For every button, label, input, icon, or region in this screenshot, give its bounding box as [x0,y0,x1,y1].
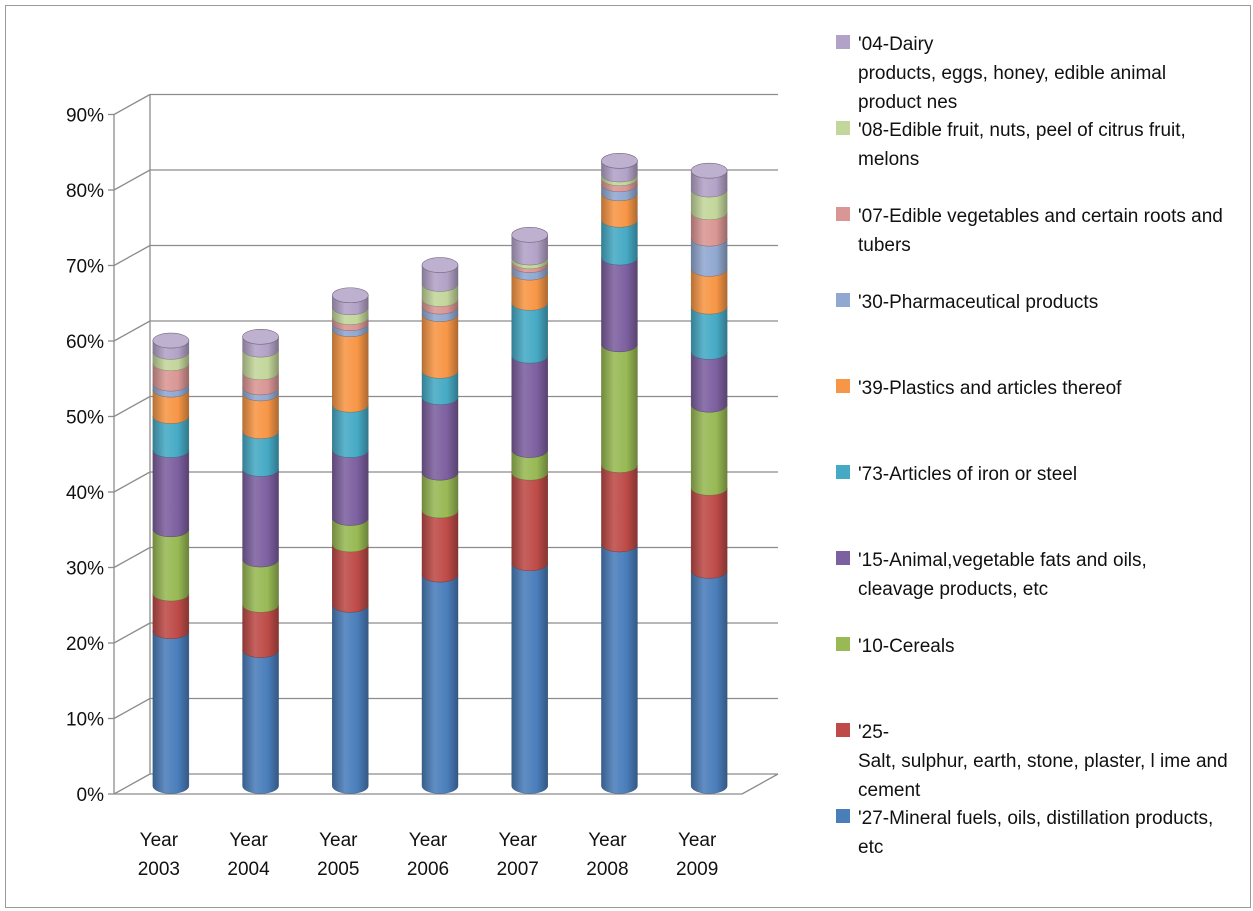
legend-swatch [836,379,850,393]
bar-segment [601,257,638,353]
legend-label: '27-Mineral fuels, oils, distillation pr… [858,808,1219,858]
bar-top-cap [601,153,638,169]
y-tick-label: 70% [66,257,104,278]
legend-swatch [836,809,850,823]
bar-segment [242,468,279,568]
bar-segment [690,487,728,579]
gridline-depth [113,546,151,569]
legend-label: '73-Articles of iron or steel [858,464,1078,485]
x-tick-label: Year 2009 [676,830,718,880]
gridline-depth [113,395,151,418]
bar-top-cap [511,227,549,243]
bar-stack [601,153,638,794]
gridline-depth [113,622,151,644]
bar-stack [152,332,190,794]
y-tick-label: 20% [66,634,104,655]
legend-swatch [836,551,850,565]
bar-stack [331,287,369,794]
legend-label: '39-Plastics and articles thereof [858,378,1122,399]
legend-label: '07-Edible vegetables and certain roots … [858,206,1229,256]
legend-swatch [836,35,850,49]
legend-swatch [836,465,850,479]
bar-segment [332,404,369,458]
bars [152,153,728,794]
bar-segment [332,604,369,794]
bar-segment [242,604,279,658]
bar-stack [690,162,728,794]
y-tick-label: 50% [66,408,104,429]
bar-segment [511,472,548,571]
bar-segment [332,544,369,613]
bar-segment [332,450,369,526]
y-tick-label: 10% [66,710,104,731]
y-tick-label: 60% [66,332,104,353]
legend-label: '15-Animal,vegetable fats and oils, clea… [858,550,1153,600]
bar-segment [421,510,459,583]
legend-swatch [836,723,850,737]
bar-top-cap [242,328,279,345]
floor-edge [741,773,779,795]
legend-swatch [836,121,850,135]
bar-segment [511,302,548,364]
chart-frame: 0% 10% 20% 30% 40% 50% 60% 70% 80% 90% Year 2003 Yea… [5,5,1251,908]
bar-segment [152,450,190,537]
gridline-depth [113,697,151,720]
bar-segment [332,329,369,413]
gridline-depth [113,471,151,493]
gridline-depth [113,320,151,342]
bar-segment [152,529,190,602]
tick-labels: 0% 10% 20% 30% 40% 50% 60% 70% 80% 90% Year 2003 Yea… [66,106,718,881]
bar-segment [690,306,728,360]
bar-segment [690,570,728,794]
y-tick-label: 90% [66,106,104,127]
gridline-depth [113,93,151,116]
x-tick-label: Year 2004 [227,830,270,880]
legend-swatch [836,207,850,221]
legend-label: '25- Salt, sulphur, earth, stone, plaste… [858,722,1228,801]
bar-segment [242,650,279,794]
legend-label: '10-Cereals [858,636,955,657]
bar-segment [242,559,279,613]
bar-segment [152,631,190,794]
legend-swatch [836,293,850,307]
x-tick-label: Year 2003 [138,830,180,880]
axes [108,94,779,795]
bar-segment [601,465,638,553]
bar-top-cap [152,332,190,349]
bar-stack [421,257,459,794]
bar-top-cap [331,287,369,304]
x-tick-label: Year 2007 [497,830,539,880]
stacked-cylinder-bar-chart: 0% 10% 20% 30% 40% 50% 60% 70% 80% 90% Year 2003 Yea… [66,93,779,881]
bar-segment [511,563,548,794]
gridline-depth [113,169,151,191]
bar-stack [511,227,549,794]
bar-segment [601,344,638,473]
bar-segment [511,355,548,458]
y-tick-label: 40% [66,483,104,504]
x-tick-label: Year 2008 [586,830,628,880]
gridline-depth [113,244,151,267]
y-tick-label: 30% [66,559,104,580]
bar-top-cap [690,162,728,179]
x-tick-label: Year 2005 [317,830,359,880]
legend-label: '08-Edible fruit, nuts, peel of citrus f… [858,120,1192,170]
x-tick-label: Year 2006 [407,830,449,880]
bar-segment [690,351,728,413]
y-tick-label: 80% [66,181,104,202]
bar-segment [690,404,728,496]
bar-segment [421,397,459,481]
legend-swatch [836,637,850,651]
bar-top-cap [421,257,459,273]
bar-segment [421,314,459,379]
gridline-depth [113,773,151,795]
legend-label: '30-Pharmaceutical products [858,292,1099,313]
bar-stack [242,328,279,794]
legend-label: '04-Dairy products, eggs, honey, edible … [858,34,1167,113]
bar-segment [601,544,638,794]
bar-segment [421,574,459,794]
y-tick-label: 0% [77,785,105,806]
